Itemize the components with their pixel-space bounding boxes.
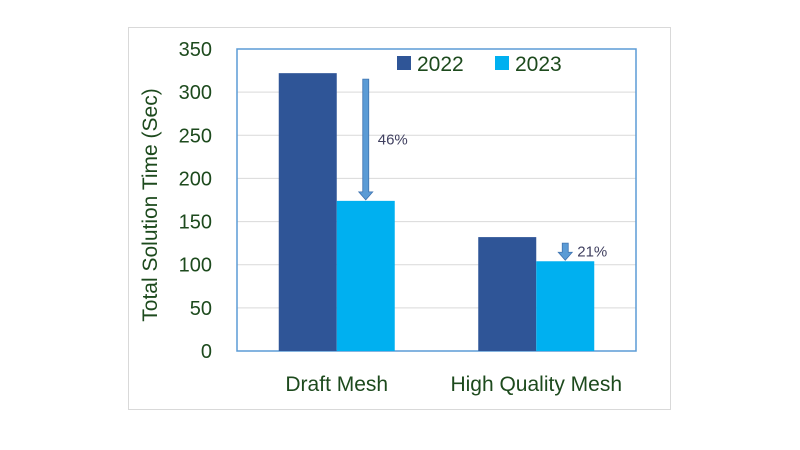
y-tick-labels: 0 50 100 150 200 250 300 350 (179, 39, 212, 363)
bars (278, 73, 595, 351)
legend-label: 2022 (417, 53, 464, 76)
plot-area-border (236, 48, 637, 352)
bar-2023-1 (536, 261, 595, 351)
x-tick-label: High Quality Mesh (450, 373, 622, 396)
y-tick-label: 250 (179, 125, 212, 147)
y-tick-label: 300 (179, 82, 212, 104)
bar-2022-1 (478, 237, 537, 351)
y-tick-label: 350 (179, 39, 212, 61)
reduction-arrows: 46% 21% (357, 78, 607, 261)
y-tick-label: 200 (179, 168, 212, 190)
y-tick-label: 50 (190, 298, 212, 320)
reduction-label: 21% (577, 244, 607, 261)
reduction-arrow (357, 78, 374, 201)
legend: 2022 2023 (397, 53, 562, 76)
reduction-arrow (557, 242, 574, 261)
reduction-label: 46% (378, 132, 408, 149)
x-tick-labels: Draft Mesh High Quality Mesh (285, 373, 622, 396)
y-tick-label: 0 (201, 341, 212, 363)
y-tick-label: 150 (179, 212, 212, 234)
bar-2023-0 (336, 200, 395, 351)
legend-swatch-2023 (495, 56, 509, 70)
bar-2022-0 (278, 73, 337, 351)
x-tick-label: Draft Mesh (285, 373, 388, 396)
legend-label: 2023 (515, 53, 562, 76)
y-tick-label: 100 (179, 255, 212, 277)
legend-swatch-2022 (397, 56, 411, 70)
y-axis-label: Total Solution Time (Sec) (139, 88, 162, 321)
